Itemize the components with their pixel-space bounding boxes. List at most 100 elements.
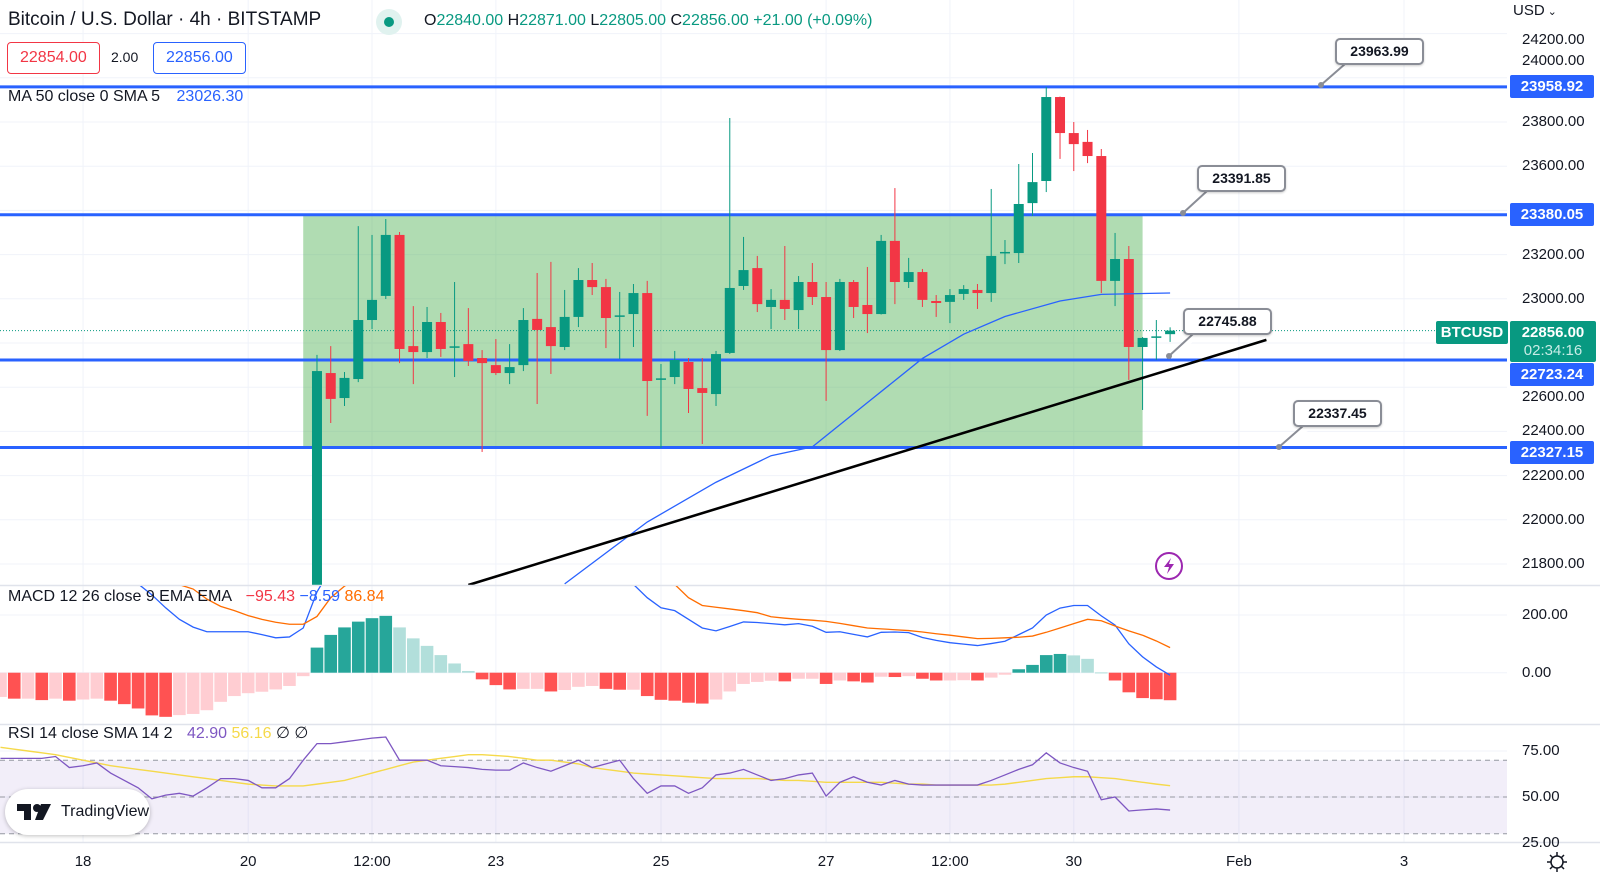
candle[interactable]	[862, 266, 873, 334]
candle[interactable]	[1137, 337, 1148, 410]
callout-anchor-dot[interactable]	[1180, 210, 1186, 216]
macd-histogram-bar	[90, 672, 104, 699]
candle[interactable]	[986, 188, 997, 302]
candle[interactable]	[532, 272, 543, 404]
price-callout[interactable]: 23963.99	[1335, 38, 1424, 65]
candle-body	[518, 320, 529, 366]
candle[interactable]	[490, 339, 501, 376]
candle[interactable]	[958, 285, 969, 300]
candle[interactable]	[697, 358, 708, 444]
candle[interactable]	[834, 278, 845, 351]
candle[interactable]	[889, 188, 900, 305]
candle[interactable]	[1041, 87, 1052, 193]
tradingview-logo[interactable]: TradingView	[5, 789, 150, 835]
macd-histogram-bar	[792, 672, 805, 679]
candle[interactable]	[1123, 245, 1134, 380]
candle[interactable]	[931, 295, 942, 317]
candle[interactable]	[367, 234, 378, 330]
level-price-label[interactable]: 22327.15	[1510, 441, 1594, 464]
currency-dropdown[interactable]: USD ⌄	[1509, 2, 1563, 21]
candle[interactable]	[876, 234, 887, 315]
candle-body	[463, 344, 474, 361]
price-callout[interactable]: 22337.45	[1293, 400, 1382, 427]
candle[interactable]	[779, 245, 790, 321]
candle[interactable]	[1013, 163, 1024, 263]
level-price-label[interactable]: 23380.05	[1510, 203, 1594, 226]
candle[interactable]	[711, 350, 722, 406]
candle[interactable]	[628, 283, 639, 347]
candle[interactable]	[793, 276, 804, 330]
candle[interactable]	[463, 308, 474, 366]
candle[interactable]	[614, 291, 625, 359]
candle[interactable]	[821, 282, 832, 401]
candle[interactable]	[752, 255, 763, 313]
price-axis-tick: 22200.00	[1522, 466, 1585, 484]
ma50-line	[564, 292, 1171, 585]
candle[interactable]	[325, 346, 336, 424]
level-price-label[interactable]: 23958.92	[1510, 75, 1594, 98]
candle[interactable]	[766, 289, 777, 330]
symbol-title[interactable]: Bitcoin / U.S. Dollar · 4h · BITSTAMP	[8, 9, 322, 30]
candle[interactable]	[944, 289, 955, 324]
price-axis-tick: 24000.00	[1522, 51, 1585, 69]
candle[interactable]	[1165, 327, 1176, 342]
candle[interactable]	[903, 257, 914, 288]
candle[interactable]	[848, 280, 859, 319]
candle[interactable]	[1068, 122, 1079, 172]
macd-histogram-bar	[173, 672, 186, 716]
candle[interactable]	[669, 350, 680, 385]
candle[interactable]	[738, 236, 749, 290]
gear-icon[interactable]	[1546, 851, 1568, 873]
candle[interactable]	[1151, 320, 1162, 361]
callout-anchor-dot[interactable]	[1166, 353, 1172, 359]
candle[interactable]	[394, 232, 405, 364]
candle[interactable]	[917, 268, 928, 307]
candle[interactable]	[380, 219, 391, 300]
macd-legend[interactable]: MACD 12 26 close 9 EMA EMA −95.43 −8.59 …	[8, 588, 384, 606]
candle[interactable]	[311, 354, 322, 652]
time-axis-tick: 18	[74, 853, 92, 870]
trendline[interactable]	[467, 338, 1267, 585]
candle[interactable]	[545, 261, 556, 374]
price-callout[interactable]: 22745.88	[1183, 308, 1272, 335]
callout-anchor-dot[interactable]	[1318, 82, 1324, 88]
candle[interactable]	[642, 280, 653, 416]
macd-histogram-bar	[407, 638, 420, 673]
price-callout[interactable]: 23391.85	[1197, 165, 1286, 192]
candle[interactable]	[449, 282, 460, 378]
candle[interactable]	[408, 306, 419, 385]
candle[interactable]	[807, 262, 818, 305]
candle[interactable]	[1096, 148, 1107, 294]
candle[interactable]	[1027, 152, 1038, 216]
ma-legend[interactable]: MA 50 close 0 SMA 5 23026.30	[8, 88, 243, 106]
rsi-legend[interactable]: RSI 14 close SMA 14 2 42.90 56.16 ∅ ∅	[8, 723, 308, 743]
candle[interactable]	[999, 240, 1010, 265]
candle[interactable]	[518, 308, 529, 372]
candle[interactable]	[559, 289, 570, 351]
candle[interactable]	[683, 358, 694, 414]
candle[interactable]	[339, 371, 350, 406]
price-axis-tick: 23200.00	[1522, 245, 1585, 263]
time-axis-tick: 3	[1399, 853, 1409, 870]
candle[interactable]	[573, 268, 584, 328]
candle[interactable]	[477, 350, 488, 452]
macd-histogram-bar	[654, 672, 668, 700]
macd-histogram-bar	[159, 672, 172, 717]
candle[interactable]	[435, 312, 446, 357]
candle[interactable]	[1082, 129, 1093, 164]
candle[interactable]	[422, 306, 433, 359]
candle[interactable]	[587, 262, 598, 296]
candle[interactable]	[655, 363, 666, 448]
level-price-label[interactable]: 22723.24	[1510, 363, 1594, 386]
candle[interactable]	[972, 283, 983, 309]
candle[interactable]	[600, 278, 611, 349]
callout-anchor-dot[interactable]	[1276, 444, 1282, 450]
buy-button[interactable]: 22856.00	[153, 42, 246, 74]
candle[interactable]	[1055, 96, 1066, 159]
candle[interactable]	[353, 226, 364, 383]
lightning-icon[interactable]	[1154, 551, 1184, 581]
sell-button[interactable]: 22854.00	[7, 42, 100, 74]
candle[interactable]	[504, 344, 515, 385]
candle[interactable]	[724, 118, 735, 355]
